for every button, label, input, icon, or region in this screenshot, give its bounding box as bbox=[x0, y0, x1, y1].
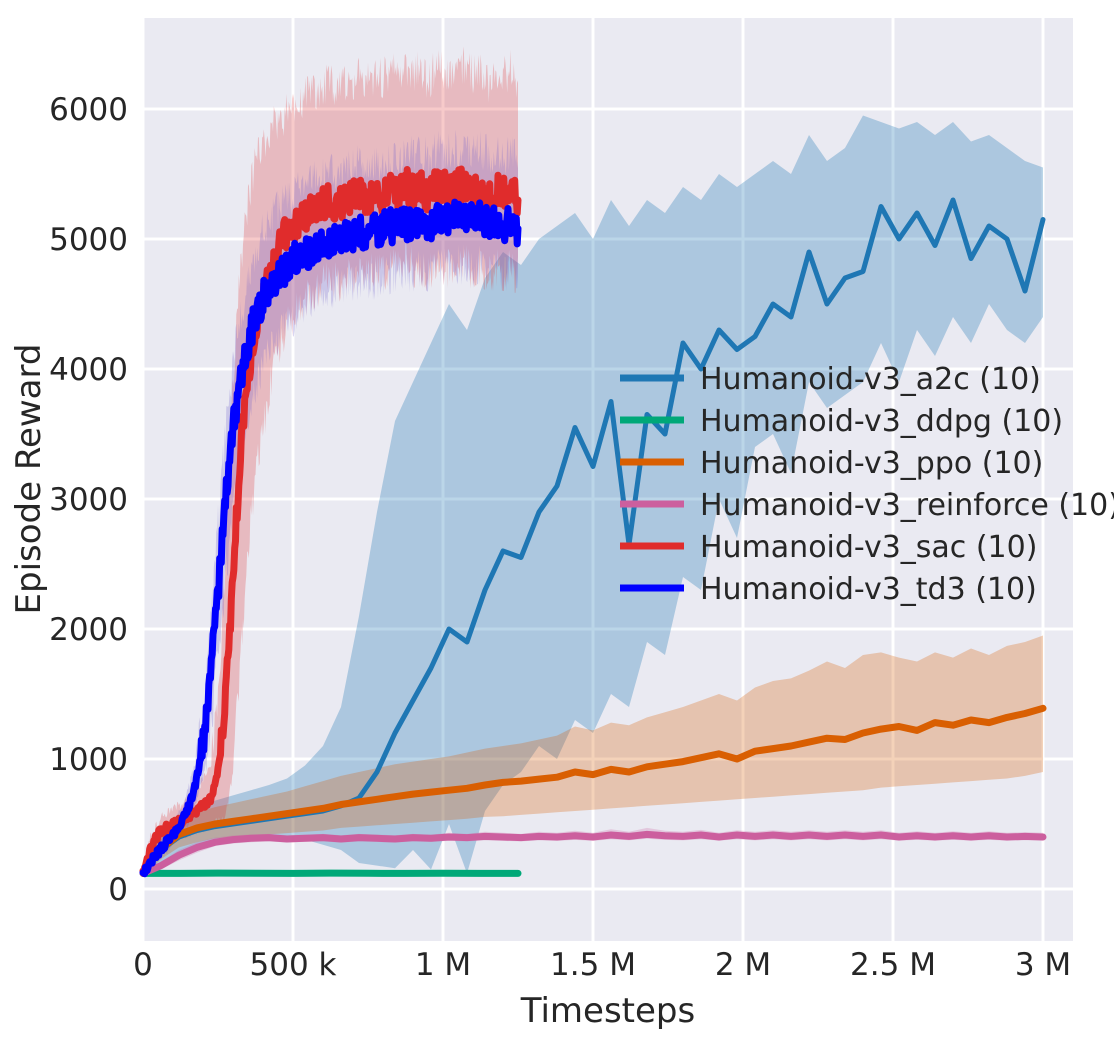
legend-label-4: Humanoid-v3_sac (10) bbox=[700, 530, 1037, 565]
y-tick-label: 5000 bbox=[49, 222, 128, 258]
y-tick-label: 4000 bbox=[49, 352, 128, 388]
line-2 bbox=[139, 704, 1047, 876]
x-tick-label: 2 M bbox=[715, 947, 771, 983]
series-lines bbox=[139, 165, 1047, 878]
band-2 bbox=[143, 635, 1043, 876]
x-tick-label: 3 M bbox=[1015, 947, 1071, 983]
y-axis-title: Episode Reward bbox=[9, 344, 49, 615]
legend-label-5: Humanoid-v3_td3 (10) bbox=[700, 572, 1037, 607]
x-tick-label: 1.5 M bbox=[550, 947, 636, 983]
line-4 bbox=[139, 165, 522, 877]
legend-label-3: Humanoid-v3_reinforce (10) bbox=[700, 488, 1114, 523]
x-tick-label: 1 M bbox=[415, 947, 471, 983]
line-5 bbox=[139, 198, 522, 878]
chart-legend: Humanoid-v3_a2c (10) Humanoid-v3_ddpg (10… bbox=[620, 362, 1114, 607]
plot-background bbox=[143, 18, 1073, 941]
y-tick-label: 1000 bbox=[49, 742, 128, 778]
legend-label-2: Humanoid-v3_ppo (10) bbox=[700, 446, 1043, 481]
y-tick-label: 6000 bbox=[49, 92, 128, 128]
y-axis-tick-labels: 0 1000 2000 3000 4000 5000 6000 bbox=[49, 92, 128, 908]
legend-label-1: Humanoid-v3_ddpg (10) bbox=[700, 404, 1063, 439]
x-tick-label: 0 bbox=[133, 947, 153, 983]
y-tick-label: 2000 bbox=[49, 612, 128, 648]
y-tick-label: 3000 bbox=[49, 482, 128, 518]
x-tick-label: 2.5 M bbox=[850, 947, 936, 983]
x-axis-tick-labels: 0 500 k 1 M 1.5 M 2 M 2.5 M 3 M bbox=[133, 947, 1071, 983]
y-tick-label: 0 bbox=[108, 872, 128, 908]
x-tick-label: 500 k bbox=[250, 947, 337, 983]
gridlines bbox=[141, 18, 1073, 941]
band-4 bbox=[143, 46, 518, 876]
line-3 bbox=[139, 830, 1047, 877]
band-0 bbox=[143, 115, 1043, 876]
legend-label-0: Humanoid-v3_a2c (10) bbox=[700, 362, 1041, 397]
x-axis-title: Timesteps bbox=[520, 991, 695, 1031]
